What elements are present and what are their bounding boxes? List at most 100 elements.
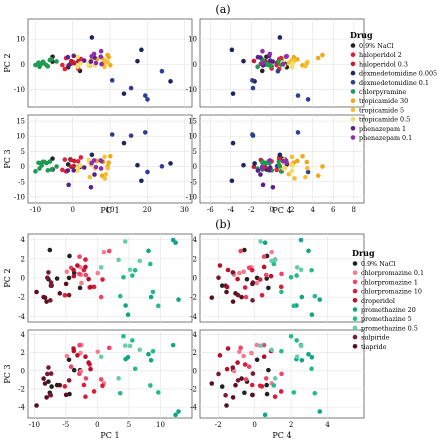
data-point	[66, 357, 72, 363]
data-point	[45, 275, 50, 281]
data-point	[46, 365, 51, 370]
data-point	[268, 273, 274, 279]
data-point	[92, 172, 97, 177]
data-point	[66, 378, 72, 383]
data-point	[132, 267, 138, 273]
data-point	[71, 273, 77, 279]
data-point	[66, 182, 71, 188]
data-point	[142, 130, 148, 135]
data-point	[106, 160, 111, 166]
x-tick-label: 2	[289, 421, 293, 429]
legend-item: chlorpromazine 0.1	[361, 269, 424, 277]
panel-b-label: (b)	[215, 218, 231, 231]
data-point	[251, 58, 257, 64]
data-point	[95, 270, 101, 276]
x-axis-label: PC 1	[100, 206, 119, 215]
data-point	[224, 366, 230, 372]
data-point	[262, 412, 268, 418]
data-point	[45, 371, 50, 377]
data-point	[48, 392, 53, 398]
data-point	[173, 240, 178, 246]
subplot: -10 0 10	[186, 18, 365, 108]
data-point	[260, 182, 266, 188]
data-point	[258, 239, 263, 244]
legend-item: droperidol	[361, 297, 395, 305]
data-point	[290, 163, 295, 168]
data-point	[230, 270, 236, 275]
data-point	[75, 353, 80, 358]
y-tick-label: 0	[193, 275, 197, 283]
data-point	[264, 382, 269, 388]
data-point	[145, 97, 150, 102]
data-point	[286, 171, 292, 177]
x-tick-label: 5	[127, 421, 131, 429]
data-point	[75, 263, 80, 268]
data-point	[238, 345, 243, 351]
data-point	[261, 342, 267, 348]
data-point	[71, 267, 76, 273]
data-point	[121, 140, 127, 146]
data-point	[88, 366, 93, 372]
data-point	[242, 285, 248, 290]
x-tick-label: -4	[227, 206, 234, 214]
legend-item: chlorpyramine	[359, 88, 406, 96]
data-point	[270, 184, 276, 190]
data-point	[279, 371, 284, 377]
data-point	[83, 394, 88, 399]
x-tick-label: 6	[331, 206, 336, 214]
data-point	[267, 51, 273, 57]
data-point	[260, 159, 265, 164]
x-tick-label: 10	[156, 421, 165, 429]
data-point	[68, 364, 74, 370]
data-point	[229, 178, 235, 184]
data-point	[223, 392, 228, 398]
data-point	[139, 47, 144, 53]
y-tick-label: -4	[18, 313, 25, 321]
y-tick-label: -2	[18, 294, 25, 302]
data-point	[260, 164, 265, 170]
data-point	[277, 164, 283, 169]
x-axis-label: PC 4	[272, 431, 291, 439]
legend-item: dexmedetomidine 0.005	[359, 70, 437, 78]
data-point	[103, 60, 109, 65]
data-point	[223, 283, 228, 289]
legend-swatch	[352, 261, 358, 266]
data-point	[66, 63, 71, 68]
data-point	[67, 253, 72, 259]
data-point	[108, 62, 113, 68]
data-point	[34, 289, 39, 295]
x-tick-label: 0	[70, 206, 74, 214]
data-point	[45, 64, 51, 69]
data-point	[266, 367, 271, 373]
data-point	[255, 64, 260, 70]
data-point	[317, 409, 323, 414]
data-point	[266, 285, 271, 291]
data-point	[219, 384, 225, 389]
data-point	[65, 168, 71, 173]
data-point	[254, 342, 260, 348]
legend-item: haloperidol 2	[359, 51, 402, 59]
data-point	[230, 91, 236, 96]
data-point	[264, 391, 270, 397]
data-point	[146, 248, 151, 254]
data-point	[71, 53, 77, 59]
data-point	[95, 349, 101, 355]
data-point	[272, 376, 278, 381]
data-point	[254, 357, 260, 363]
data-point	[41, 376, 46, 381]
data-point	[81, 382, 87, 388]
data-point	[254, 280, 260, 286]
data-point	[159, 164, 165, 169]
data-point	[259, 68, 265, 74]
data-point	[83, 272, 89, 278]
data-point	[47, 159, 53, 164]
legend-swatch	[352, 344, 358, 349]
legend-item: tropicamide 5	[359, 106, 404, 114]
data-point	[47, 247, 53, 253]
data-point	[235, 378, 241, 383]
panel-a-label: (a)	[215, 3, 230, 16]
x-tick-label: 10	[106, 206, 115, 214]
legend-item: tiapride	[361, 343, 387, 351]
